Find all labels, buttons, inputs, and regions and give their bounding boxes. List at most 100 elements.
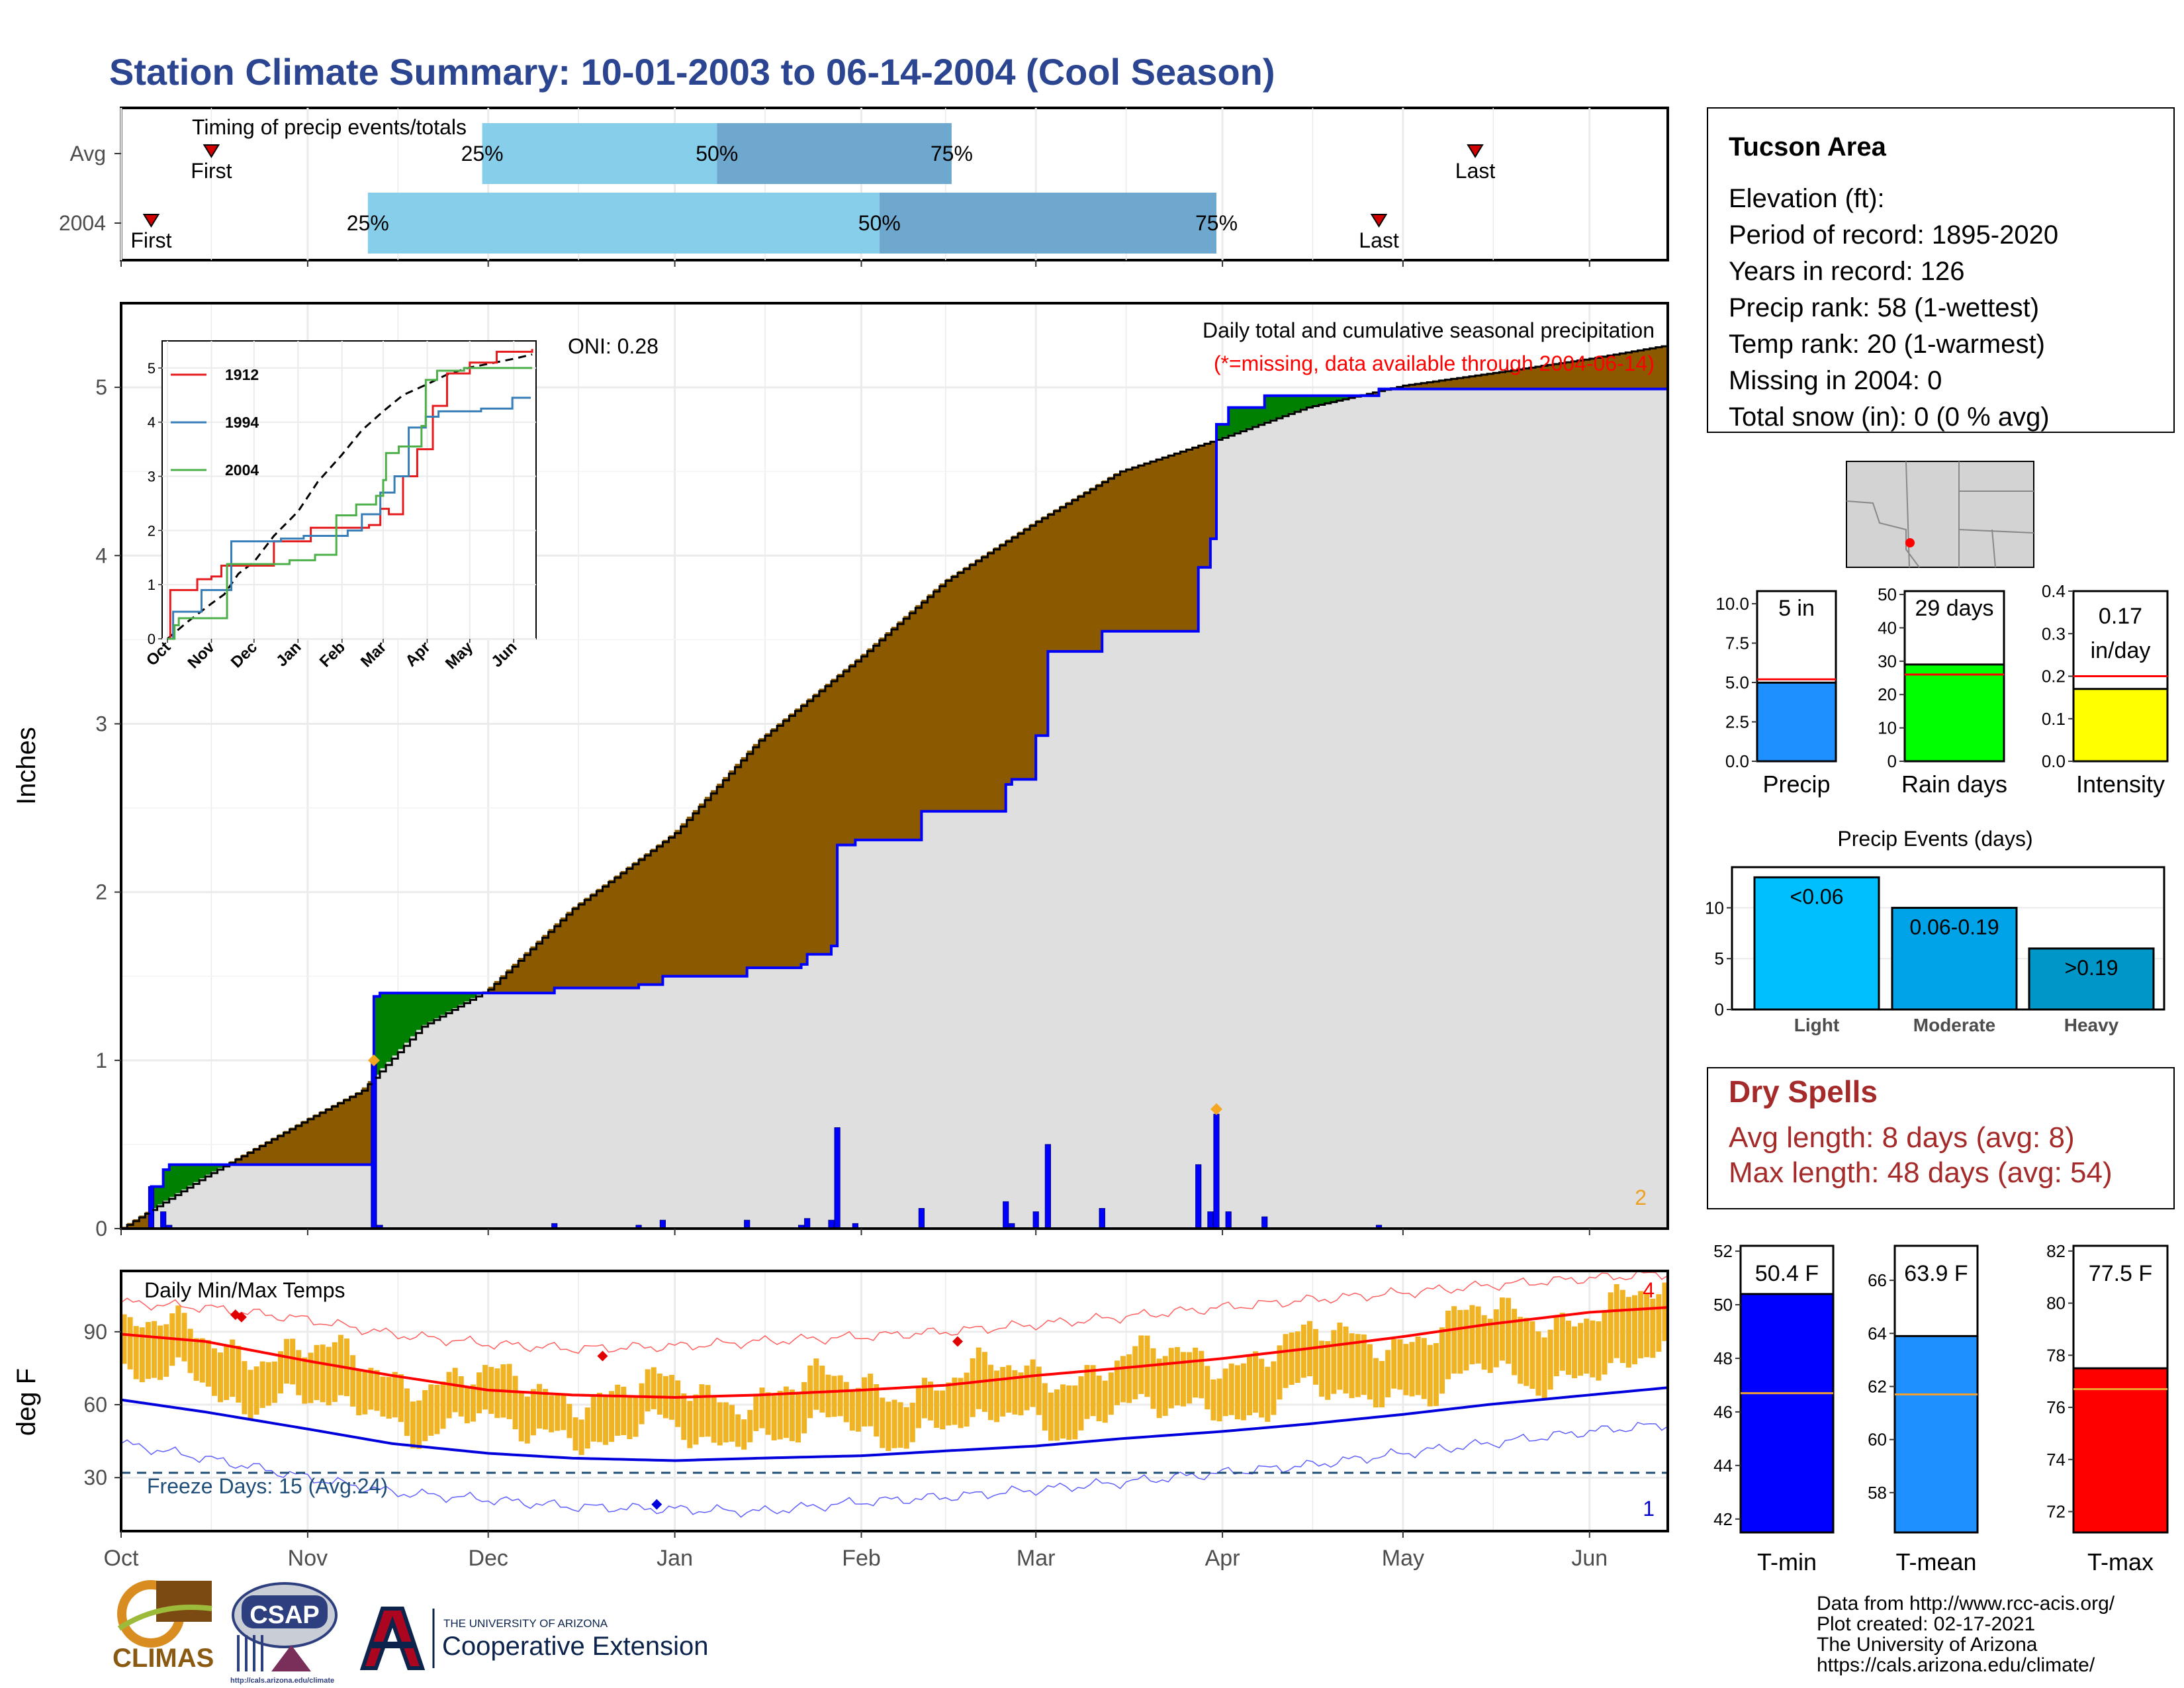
precip-surplus-slice — [433, 993, 441, 1019]
temp-daily-range-bar — [265, 1362, 271, 1406]
inset-y-tick-label: 4 — [148, 414, 156, 431]
precip-deficit-slice — [1060, 505, 1067, 652]
temp-daily-range-bar — [1180, 1352, 1186, 1407]
temp-daily-range-bar — [801, 1382, 807, 1434]
month-tick-label: Mar — [1017, 1546, 1056, 1571]
precip-surplus-slice — [392, 993, 398, 1056]
timing-bar-q50-q75 — [879, 193, 1216, 254]
temp-record-max-line — [120, 1270, 1668, 1354]
station-detail-line: Elevation (ft): — [1729, 184, 1885, 213]
precip-daily-bar — [1099, 1207, 1105, 1229]
temp-summary-tick-label: 48 — [1713, 1348, 1733, 1368]
temp-daily-range-bar — [1024, 1365, 1030, 1411]
temp-daily-range-bar — [1343, 1326, 1349, 1394]
precip-deficit-slice — [578, 902, 585, 988]
timing-q25-label: 25% — [347, 211, 389, 235]
temp-daily-range-bar — [1638, 1291, 1644, 1358]
precip-deficit-slice — [783, 718, 790, 968]
precip-fills — [121, 346, 1668, 1229]
precip-deficit-slice — [326, 1107, 332, 1165]
precip-deficit-slice — [1625, 352, 1633, 389]
temp-daily-range-bar — [410, 1401, 416, 1448]
temp-y-tick-label: 30 — [83, 1466, 107, 1489]
temp-summary-tick-label: 42 — [1713, 1509, 1733, 1529]
temp-daily-range-bar — [1337, 1322, 1343, 1390]
precip-deficit-slice — [235, 1158, 242, 1165]
temp-daily-range-bar — [1656, 1294, 1662, 1352]
precip-deficit-slice — [1661, 346, 1668, 389]
temp-daily-range-bar — [193, 1338, 199, 1381]
precip-deficit-slice — [349, 1095, 357, 1165]
temp-daily-range-bar — [350, 1355, 356, 1407]
precip-surplus-slice — [151, 1186, 158, 1209]
precip-deficit-slice — [747, 750, 754, 968]
temp-summary-bars: 42 44 46 48 50 52 50.4 F T-min 58 60 62 64 66 63.9 F T… — [1713, 1241, 2169, 1575]
precip-deficit-slice — [1469, 375, 1476, 389]
timing-first-label: First — [191, 159, 232, 183]
temp-daily-range-bar — [1433, 1342, 1439, 1407]
temp-daily-range-bar — [940, 1390, 946, 1430]
precip-deficit-slice — [741, 757, 748, 976]
temp-daily-range-bar — [711, 1395, 717, 1443]
timing-q50-label: 50% — [858, 211, 901, 235]
temp-daily-range-bar — [590, 1395, 596, 1442]
temp-daily-range-bar — [1481, 1315, 1487, 1370]
temp-panel-title: Daily Min/Max Temps — [144, 1278, 345, 1302]
timing-row-label: 2004 — [59, 211, 106, 235]
temp-daily-range-bar — [1096, 1376, 1102, 1421]
precip-deficit-slice — [951, 575, 958, 812]
precip-deficit-slice — [1090, 487, 1097, 652]
timing-q50-label: 50% — [696, 142, 738, 165]
temp-daily-range-bar — [464, 1386, 470, 1424]
dry-spells-title: Dry Spells — [1729, 1074, 1878, 1109]
temp-daily-range-bar — [1391, 1338, 1397, 1389]
precip-deficit-slice — [614, 875, 621, 988]
temp-daily-range-bar — [1367, 1344, 1373, 1400]
temp-daily-range-bar — [1072, 1385, 1078, 1440]
precip-deficit-slice — [355, 1092, 363, 1165]
events-y-tick-label: 10 — [1705, 898, 1724, 917]
precip-deficit-slice — [651, 849, 657, 985]
temp-daily-range-bar — [1216, 1378, 1222, 1422]
precip-surplus-slice — [464, 993, 471, 1002]
summary-bar-tick-label: 50 — [1878, 585, 1897, 604]
temp-summary-tick-label: 66 — [1868, 1270, 1887, 1290]
temp-daily-range-bar — [230, 1339, 236, 1397]
summary-bar-tick-label: 5.0 — [1725, 673, 1749, 692]
map-frame — [1846, 461, 2034, 568]
precip-surplus-slice — [1216, 424, 1223, 439]
temp-daily-range-bar — [928, 1382, 934, 1421]
temp-daily-range-bar — [1265, 1366, 1271, 1422]
temp-daily-range-bar — [1535, 1331, 1541, 1396]
timing-last-marker — [1467, 144, 1484, 158]
precip-surplus-slice — [1324, 395, 1332, 403]
timing-panel-title: Timing of precip events/totals — [192, 115, 467, 139]
temp-daily-range-bar — [1054, 1389, 1060, 1441]
temp-average-min-line — [120, 1386, 1668, 1462]
precip-deficit-slice — [1608, 355, 1614, 389]
temp-daily-range-bar — [271, 1361, 277, 1403]
precip-surplus-slice — [458, 993, 465, 1005]
summary-bar-tick-label: 7.5 — [1725, 633, 1749, 653]
inset-series-line-2004 — [167, 367, 533, 640]
temp-daily-range-bar — [1084, 1365, 1090, 1419]
precip-daily-bar — [160, 1211, 167, 1229]
temp-daily-range-bar — [392, 1372, 398, 1418]
precip-deficit-slice — [1535, 366, 1542, 389]
precip-deficit-slice — [927, 594, 934, 812]
precip-lines — [121, 345, 1669, 1230]
footer-line-3: The University of Arizona — [1817, 1634, 2038, 1656]
precip-surplus-slice — [422, 993, 429, 1025]
precip-deficit-slice — [560, 917, 567, 988]
temp-daily-range-bar — [314, 1344, 320, 1401]
precip-surplus-slice — [1234, 407, 1241, 433]
precip-deficit-slice — [801, 703, 808, 964]
precip-deficit-slice — [777, 723, 784, 968]
temp-daily-range-bar — [1457, 1309, 1463, 1374]
summary-bar-value-unit: in/day — [2091, 638, 2151, 663]
precip-deficit-slice — [921, 599, 929, 812]
temp-daily-range-bar — [1228, 1363, 1234, 1415]
precip-deficit-slice — [1138, 464, 1145, 632]
temp-daily-range-bar — [1114, 1360, 1120, 1405]
precip-record-marker — [367, 1054, 380, 1066]
